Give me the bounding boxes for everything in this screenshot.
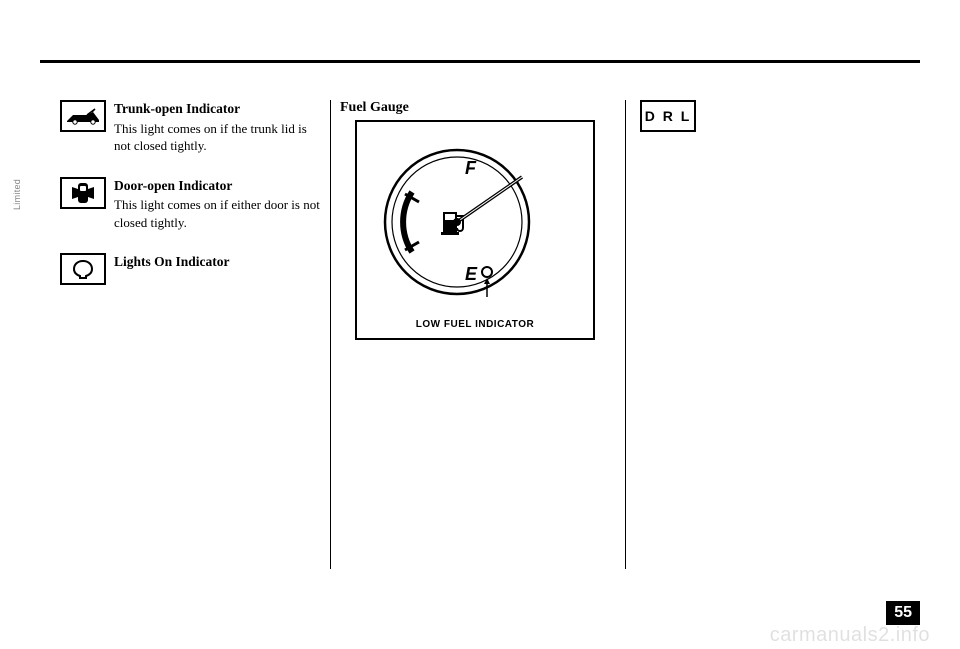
section-door-open: Door-open Indicator This light comes on … [60,177,320,232]
figure-caption: LOW FUEL INDICATOR [357,319,593,330]
heading: Lights On Indicator [114,253,230,271]
svg-text:F: F [465,158,477,178]
heading: Door-open Indicator [114,177,320,195]
page-number: 55 [886,601,920,625]
svg-text:E: E [465,264,478,284]
fuel-gauge-svg: F E [357,122,591,312]
header-rule [40,60,920,63]
fuel-gauge-heading: Fuel Gauge [340,100,610,116]
page-number-box: 55 [886,601,920,625]
column-separator-2 [625,100,626,569]
column-1: Trunk-open Indicator This light comes on… [60,100,320,579]
lights-on-icon [60,253,106,285]
drl-text: D R L [645,108,692,124]
columns: Trunk-open Indicator This light comes on… [60,100,920,579]
trunk-open-icon [60,100,106,132]
section-trunk-open: Trunk-open Indicator This light comes on… [60,100,320,155]
side-label: Limited [12,179,22,210]
door-open-icon [60,177,106,209]
watermark: carmanuals2.info [770,624,930,647]
column-separator-1 [330,100,331,569]
drl-icon: D R L [640,100,696,132]
page: Limited Trunk-open Indicator [0,0,960,649]
column-3: D R L [640,100,920,579]
section-lights-on: Lights On Indicator [60,253,320,285]
fuel-gauge-figure: F E [355,120,595,340]
body-text: This light comes on if the trunk lid is … [114,120,320,155]
column-2: Fuel Gauge F E [340,100,610,579]
heading: Trunk-open Indicator [114,100,320,118]
body-text: This light comes on if either door is no… [114,196,320,231]
